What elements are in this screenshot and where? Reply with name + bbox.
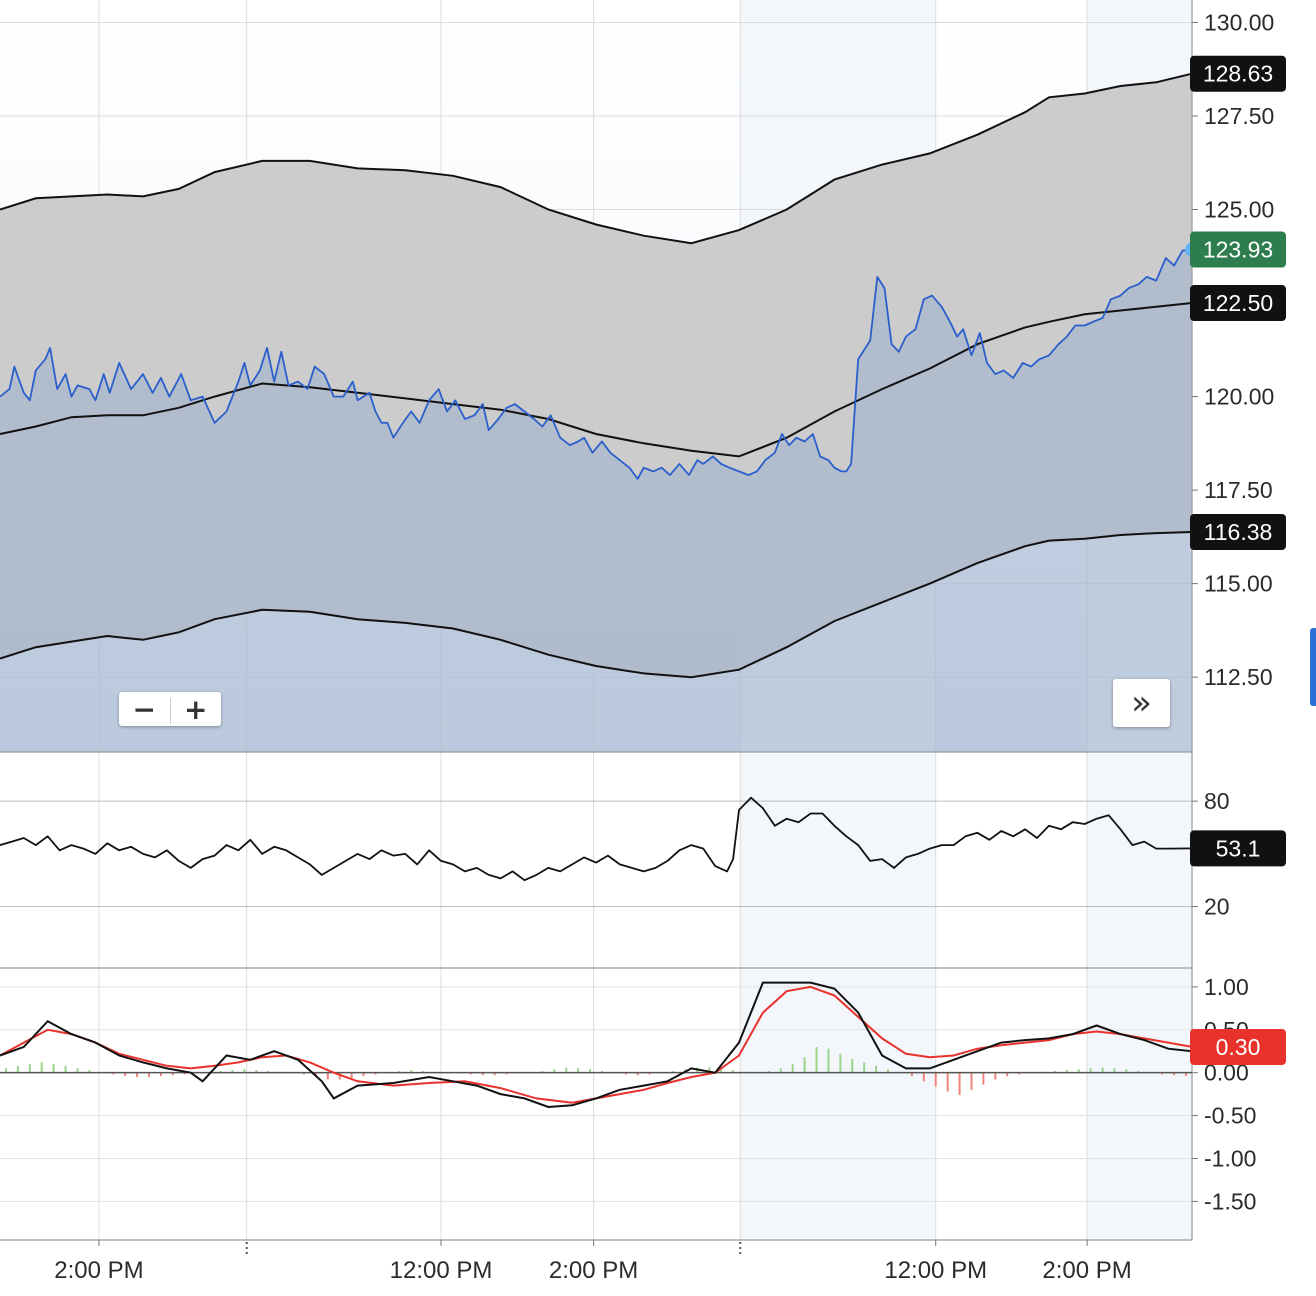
side-panel-tab[interactable] [1310,628,1316,706]
price-tick-label: 117.50 [1204,477,1273,503]
rsi-tick-label: 20 [1204,894,1230,920]
time-label-4: 2:00 PM [1042,1257,1131,1284]
bollinger-upper-tag-box [1190,55,1286,92]
rsi-value-tag-text: 53.1 [1216,835,1261,861]
zoom-out-button[interactable]: − [132,692,156,726]
bollinger-middle-tag-text: 122.50 [1203,290,1273,316]
macd-line [0,981,1193,1109]
rsi-value-tag-box [1190,830,1286,867]
zoom-divider [169,698,171,724]
bollinger-lower-line [0,531,1193,679]
last-price-tag-text: 123.93 [1203,237,1273,263]
bollinger-middle-line [0,302,1193,458]
time-label-0: 2:00 PM [54,1257,143,1284]
rsi-line [0,796,1193,882]
bollinger-lower-tag-text: 116.38 [1204,519,1273,545]
macd-tick-label: -0.50 [1204,1103,1256,1129]
price-tick-label: 127.50 [1204,103,1274,129]
macd-tick-label: -1.50 [1204,1188,1256,1214]
bollinger-upper-tag-text: 128.63 [1203,61,1273,87]
price-tick-label: 120.00 [1204,384,1274,410]
time-label-3: 12:00 PM [884,1257,987,1284]
price-line [0,248,1193,480]
time-label-2: 2:00 PM [549,1257,638,1284]
bollinger-middle-tag-box [1190,285,1286,322]
macd-value-tag-text: 0.30 [1216,1034,1261,1060]
price-tick-label: 130.00 [1204,9,1274,35]
scroll-to-latest-button[interactable]: » [1113,679,1170,727]
time-label-1: 12:00 PM [390,1257,493,1284]
price-tick-label: 112.50 [1204,664,1273,690]
price-tick-label: 115.00 [1204,571,1273,597]
price-area-fill [0,249,1192,752]
macd-value-tag-box [1190,1028,1286,1065]
price-tick-label: 125.00 [1204,197,1274,223]
macd-tick-label: 1.00 [1204,974,1249,1000]
macd-tick-label: -1.00 [1204,1145,1256,1171]
zoom-in-button[interactable]: + [184,692,208,726]
zoom-controls: − + [119,692,221,726]
macd-signal-line [0,985,1193,1104]
bollinger-lower-tag-box [1190,514,1286,551]
last-price-tag-box [1190,231,1286,268]
rsi-tick-label: 80 [1204,788,1230,814]
bollinger-upper-line [0,72,1193,245]
